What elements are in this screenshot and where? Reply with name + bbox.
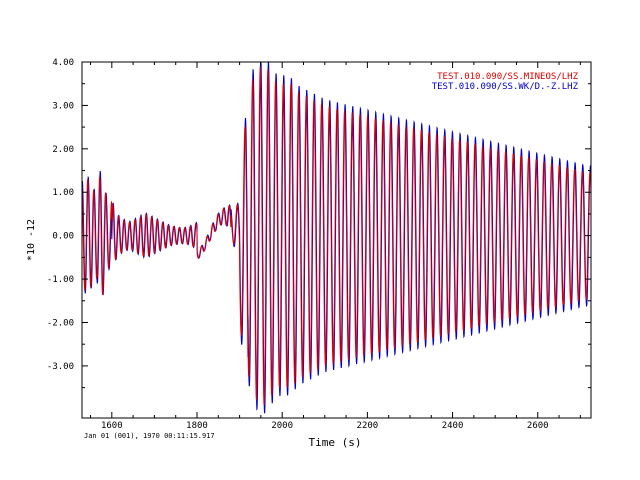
x-tick-label: 1800 xyxy=(186,421,208,431)
y-tick-label: -2.00 xyxy=(47,318,74,328)
y-tick-label: -1.00 xyxy=(47,275,74,285)
legend-entry-mineos: TEST.010.090/SS.MINEOS/LHZ xyxy=(437,72,578,82)
footer-timestamp: Jan 01 (001), 1970 00:11:15.917 xyxy=(84,432,215,440)
x-tick-label: 2200 xyxy=(357,421,379,431)
x-tick-label: 2600 xyxy=(527,421,549,431)
legend-entry-wkd: TEST.010.090/SS.WK/D.-Z.LHZ xyxy=(432,82,579,92)
y-tick-label: 1.00 xyxy=(52,188,74,198)
y-axis: 4.00 3.00 2.00 1.00 0.00 -1.00 -2.00 -3.00 xyxy=(47,58,591,389)
trace-layer xyxy=(81,61,592,414)
series-line-mineos xyxy=(81,66,592,406)
y-tick-label: 4.00 xyxy=(52,58,74,68)
x-axis-label: Time (s) xyxy=(309,436,362,449)
y-tick-label: -3.00 xyxy=(47,362,74,372)
x-tick-label: 1600 xyxy=(101,421,123,431)
y-tick-label: 2.00 xyxy=(52,145,74,155)
y-tick-label: 0.00 xyxy=(52,232,74,242)
y-tick-label: 3.00 xyxy=(52,101,74,111)
x-tick-label: 2400 xyxy=(442,421,464,431)
plot-frame xyxy=(81,61,592,419)
y-axis-label: *10 -12 xyxy=(26,219,37,261)
x-tick-label: 2000 xyxy=(271,421,293,431)
x-axis: 1600 1800 2000 2200 2400 2600 xyxy=(90,62,581,431)
